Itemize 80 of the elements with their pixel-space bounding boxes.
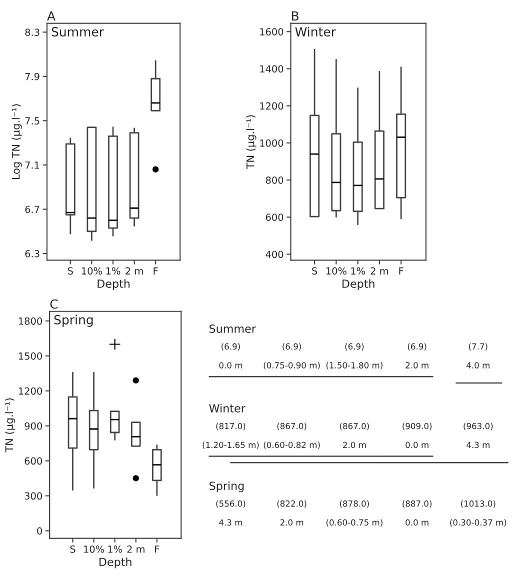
text: (7.7) xyxy=(468,343,488,351)
text: (887.0) xyxy=(402,500,432,508)
x-tick-label: S xyxy=(70,545,76,553)
y-tick-label: 1500 xyxy=(18,352,42,360)
text: (1.20-1.65 m) xyxy=(202,442,259,450)
x-tick-label: F xyxy=(154,267,158,274)
text: (878.0) xyxy=(340,500,369,508)
text: 4.3 m xyxy=(219,519,242,526)
y-tick-label: 6.7 xyxy=(25,206,40,214)
x-tick-label: 1% xyxy=(106,267,120,275)
text: (0.60-0.82 m) xyxy=(264,442,320,450)
text: (867.0) xyxy=(277,422,306,430)
chart-title: C xyxy=(50,299,58,309)
y-axis-title: TN (µg.l⁻¹) xyxy=(5,398,16,452)
chart-subtitle: Summer xyxy=(52,27,104,37)
y-tick-label: 400 xyxy=(266,250,284,258)
text: 2.0 m xyxy=(280,519,304,526)
x-tick-label: F xyxy=(399,267,404,274)
chart-subtitle: Winter xyxy=(295,26,336,37)
x-tick-label: 10% xyxy=(326,267,346,275)
y-tick-label: 7.9 xyxy=(25,72,40,80)
y-tick-label: 8.3 xyxy=(25,28,40,36)
x-tick-label: S xyxy=(312,267,318,275)
x-axis-title: Depth xyxy=(100,557,132,568)
x-tick-label: 1% xyxy=(108,545,122,553)
y-tick-label: 1200 xyxy=(18,387,42,395)
text: 0.0 m xyxy=(406,442,428,448)
text: (6.9) xyxy=(408,343,426,351)
y-tick-label: 0 xyxy=(37,527,42,535)
text: (817.0) xyxy=(216,422,246,430)
text: (867.0) xyxy=(340,422,369,430)
text: 2.0 m xyxy=(343,442,366,448)
y-tick-label: 1600 xyxy=(260,28,284,36)
text: 4.0 m xyxy=(466,362,490,368)
text: (556.0) xyxy=(216,500,246,508)
y-axis-title: TN (µg.l⁻¹) xyxy=(246,115,256,170)
text: (0.75-0.90 m) xyxy=(264,362,320,370)
text: 0.0 m xyxy=(219,362,242,368)
text: Winter xyxy=(209,404,246,413)
text: (6.9) xyxy=(222,343,240,351)
text: (6.9) xyxy=(282,343,301,351)
x-tick-label: S xyxy=(68,267,73,275)
text: 2.0 m xyxy=(406,362,428,368)
y-tick-label: 7.1 xyxy=(25,162,40,169)
x-tick-label: 1% xyxy=(351,267,365,275)
y-axis-title: Log TN (µg.l⁻¹) xyxy=(12,104,22,180)
y-tick-label: 800 xyxy=(266,176,284,184)
text: (1.50-1.80 m) xyxy=(326,362,382,370)
x-tick-label: 10% xyxy=(82,267,102,275)
text: (6.9) xyxy=(345,343,364,351)
chart-title: A xyxy=(47,11,56,20)
x-axis-title: Depth xyxy=(98,279,130,290)
x-tick-label: F xyxy=(155,546,160,553)
x-axis-title: Depth xyxy=(342,279,374,290)
text: Summer xyxy=(210,324,256,333)
y-tick-label: 300 xyxy=(24,492,42,500)
text: (1013.0) xyxy=(461,500,496,508)
text: 4.3 m xyxy=(466,442,490,448)
text: Spring xyxy=(210,481,244,492)
y-tick-label: 1800 xyxy=(18,317,42,325)
y-tick-label: 600 xyxy=(24,457,42,465)
y-tick-label: 900 xyxy=(24,422,42,430)
x-tick-label: 2 m xyxy=(370,267,388,274)
text: (909.0) xyxy=(402,422,432,430)
chart-subtitle: Spring xyxy=(54,314,93,327)
y-tick-label: 1000 xyxy=(260,139,284,147)
x-tick-label: 2 m xyxy=(126,267,143,274)
text: (822.0) xyxy=(277,500,306,508)
y-tick-label: 1400 xyxy=(260,65,284,73)
y-tick-label: 7.5 xyxy=(25,117,40,125)
text: (0.30-0.37 m) xyxy=(450,519,506,527)
y-tick-label: 600 xyxy=(266,214,284,221)
y-tick-label: 6.3 xyxy=(25,250,40,258)
text: (963.0) xyxy=(464,422,493,430)
text: 0.0 m xyxy=(406,519,428,526)
y-tick-label: 1200 xyxy=(260,102,284,110)
text: (0.60-0.75 m) xyxy=(326,519,382,527)
x-tick-label: 2 m xyxy=(127,545,144,553)
chart-title: B xyxy=(292,11,298,20)
x-tick-label: 10% xyxy=(84,545,104,553)
